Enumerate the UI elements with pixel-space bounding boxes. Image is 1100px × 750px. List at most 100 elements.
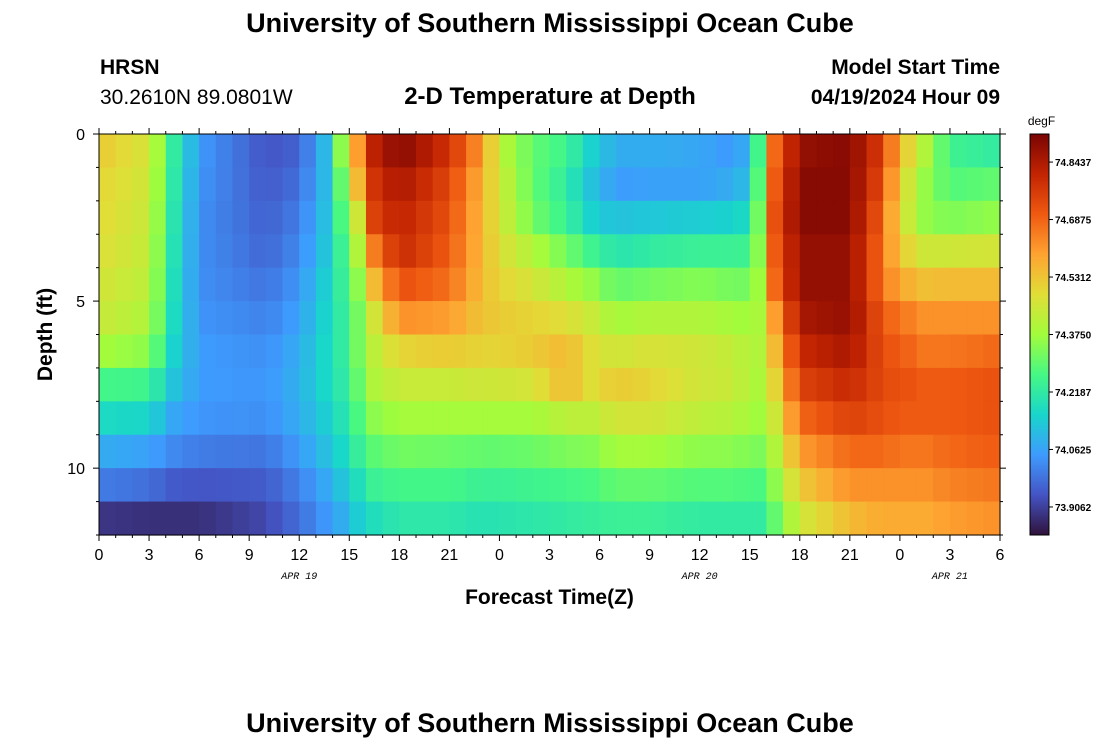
- x-tick-label: 12: [290, 547, 308, 564]
- heat-cell: [365, 434, 384, 469]
- heat-cell: [766, 234, 784, 269]
- heat-cell: [616, 167, 634, 202]
- heat-cell: [232, 501, 250, 536]
- heat-cell: [416, 367, 434, 402]
- x-tick-label: 21: [440, 547, 458, 564]
- heat-cell: [966, 501, 984, 536]
- heat-cell: [199, 301, 217, 336]
- station-coordinates: 30.2610N 89.0801W: [100, 86, 293, 109]
- heat-cell: [182, 134, 200, 169]
- heat-cell: [733, 167, 751, 202]
- heat-cell: [749, 367, 768, 402]
- heat-cell: [749, 434, 768, 469]
- heat-cell: [499, 167, 517, 202]
- heat-cell: [649, 468, 667, 503]
- colorbar-unit: degF: [1028, 114, 1055, 128]
- heat-cell: [332, 434, 350, 469]
- heat-cell: [249, 301, 267, 336]
- heat-cell: [549, 501, 567, 536]
- heat-cell: [182, 167, 200, 202]
- heat-cell: [716, 200, 734, 235]
- heat-cell: [282, 434, 300, 469]
- heat-cell: [99, 167, 117, 202]
- heat-cell: [582, 501, 601, 536]
- heat-cell: [733, 301, 751, 336]
- heat-cell: [883, 134, 901, 169]
- heat-cell: [682, 501, 701, 536]
- heat-cell: [699, 200, 717, 235]
- heat-cell: [699, 367, 717, 402]
- heat-cell: [682, 234, 701, 269]
- heat-cell: [599, 267, 617, 302]
- heat-cell: [265, 267, 284, 302]
- heat-cell: [232, 234, 250, 269]
- heat-cell: [499, 334, 517, 369]
- heat-cell: [265, 200, 284, 235]
- heat-cell: [849, 301, 868, 336]
- heat-cell: [332, 134, 350, 169]
- heat-cell: [649, 434, 667, 469]
- heat-cell: [666, 468, 684, 503]
- heat-cell: [265, 334, 284, 369]
- heat-cell: [649, 334, 667, 369]
- heat-cell: [466, 267, 484, 302]
- heat-cell: [432, 468, 450, 503]
- heat-cell: [699, 134, 717, 169]
- heat-cell: [949, 434, 968, 469]
- heat-cell: [249, 200, 267, 235]
- heat-cell: [883, 167, 901, 202]
- heat-cell: [365, 234, 384, 269]
- heat-cell: [382, 134, 400, 169]
- heat-cell: [783, 167, 801, 202]
- heat-cell: [582, 167, 601, 202]
- heat-cell: [566, 334, 584, 369]
- heat-cell: [165, 367, 184, 402]
- heat-cell: [365, 267, 384, 302]
- heat-cell: [549, 301, 567, 336]
- heat-cell: [616, 200, 634, 235]
- heat-cell: [666, 434, 684, 469]
- heat-cell: [432, 134, 450, 169]
- colorbar-gradient: [1029, 133, 1050, 536]
- heat-cell: [966, 401, 984, 436]
- heat-cell: [866, 167, 884, 202]
- heat-cell: [165, 334, 184, 369]
- heat-cell: [332, 367, 350, 402]
- heat-cell: [182, 267, 200, 302]
- heat-cell: [833, 501, 851, 536]
- heat-cell: [249, 167, 267, 202]
- heat-cell: [949, 267, 968, 302]
- heat-cell: [699, 267, 717, 302]
- heat-cell: [649, 501, 667, 536]
- heat-cell: [699, 468, 717, 503]
- heat-cell: [966, 301, 984, 336]
- heat-cell: [466, 501, 484, 536]
- heat-cell: [182, 334, 200, 369]
- heat-cell: [365, 167, 384, 202]
- heat-cell: [766, 134, 784, 169]
- heat-cell: [532, 200, 551, 235]
- heat-cell: [149, 367, 167, 402]
- heat-cell: [516, 134, 534, 169]
- heat-cell: [99, 468, 117, 503]
- heat-cell: [716, 267, 734, 302]
- heat-cell: [866, 134, 884, 169]
- heat-cell: [716, 367, 734, 402]
- heat-cell: [783, 468, 801, 503]
- heat-cell: [149, 301, 167, 336]
- heat-cell: [833, 234, 851, 269]
- heat-cell: [933, 267, 951, 302]
- heat-cell: [666, 134, 684, 169]
- heat-cell: [883, 267, 901, 302]
- heat-cell: [899, 167, 918, 202]
- x-tick-label: 3: [545, 547, 554, 564]
- heat-cell: [833, 401, 851, 436]
- heat-cell: [182, 434, 200, 469]
- heat-cell: [549, 401, 567, 436]
- heat-cell: [165, 501, 184, 536]
- heat-cell: [399, 334, 417, 369]
- heat-cell: [482, 501, 501, 536]
- heat-cell: [966, 334, 984, 369]
- heat-cell: [799, 401, 818, 436]
- heat-cell: [416, 134, 434, 169]
